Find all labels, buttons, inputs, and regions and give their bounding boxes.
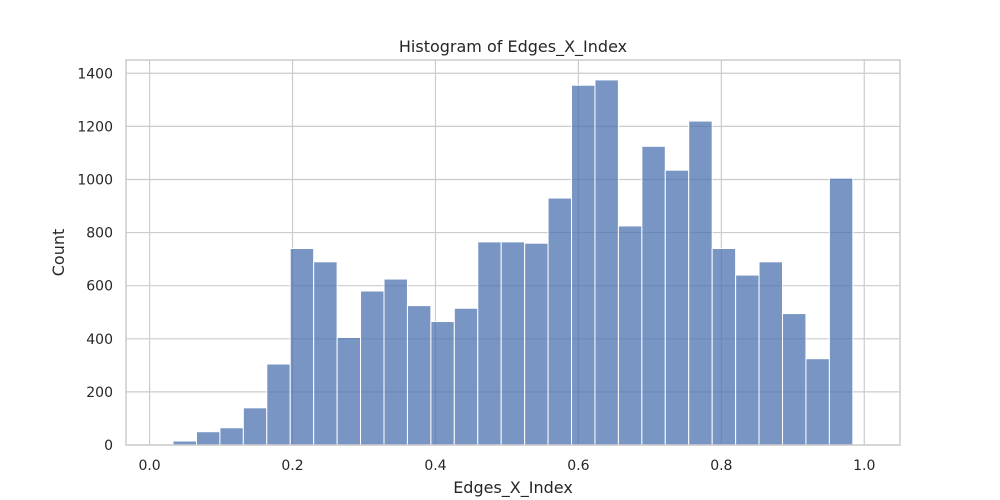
plot-frame: [125, 59, 901, 446]
histogram-bar: [453, 307, 479, 446]
histogram-bar: [219, 427, 244, 446]
histogram-bar: [383, 278, 408, 446]
y-tick-label: 1400: [77, 66, 113, 82]
histogram-bar: [571, 84, 596, 446]
x-tick-label: 0.0: [138, 458, 160, 474]
histogram-bar: [828, 177, 854, 446]
y-tick-label: 1000: [77, 172, 113, 188]
x-tick-label: 1.0: [853, 458, 875, 474]
histogram-bar: [195, 431, 221, 446]
histogram-bar: [242, 407, 268, 446]
histogram-bar: [664, 169, 690, 446]
histogram-bar: [735, 274, 760, 446]
histogram-bar: [782, 313, 807, 446]
x-tick-label: 0.6: [567, 458, 589, 474]
x-axis-label: Edges_X_Index: [453, 478, 573, 498]
x-tick-label: 0.4: [424, 458, 446, 474]
histogram-bar: [360, 290, 385, 446]
histogram-bar: [711, 248, 737, 446]
histogram-bar: [641, 145, 666, 446]
y-tick-label: 200: [86, 385, 113, 401]
histogram-bar: [336, 336, 362, 446]
histogram-bar: [805, 358, 830, 446]
histogram-bar: [524, 242, 549, 446]
histogram-bar: [289, 248, 315, 446]
histogram-bar: [406, 305, 432, 446]
x-tick-labels: 0.0 0.2 0.4 0.6 0.8 1.0: [138, 458, 875, 474]
y-tick-label: 1200: [77, 119, 113, 135]
histogram-bar: [758, 261, 784, 446]
y-tick-label: 0: [104, 438, 113, 454]
x-tick-label: 0.2: [281, 458, 303, 474]
histogram-bar: [313, 261, 338, 446]
histogram-bar: [430, 321, 455, 446]
histogram-bar: [688, 120, 713, 446]
histogram-bar: [500, 241, 526, 446]
histogram-bars: [172, 79, 854, 446]
y-tick-labels: 0 200 400 600 800 1000 1200 1400: [77, 66, 113, 454]
y-tick-label: 400: [86, 332, 113, 348]
histogram-bar: [477, 241, 502, 446]
x-tick-label: 0.8: [710, 458, 732, 474]
y-tick-label: 800: [86, 226, 113, 242]
histogram-bar: [594, 79, 619, 446]
histogram-bar: [547, 197, 573, 446]
histogram-bar: [617, 225, 643, 446]
chart-title: Histogram of Edges_X_Index: [399, 37, 627, 57]
y-tick-label: 600: [86, 279, 113, 295]
y-axis-label: Count: [49, 229, 68, 277]
histogram-bar: [266, 363, 291, 446]
